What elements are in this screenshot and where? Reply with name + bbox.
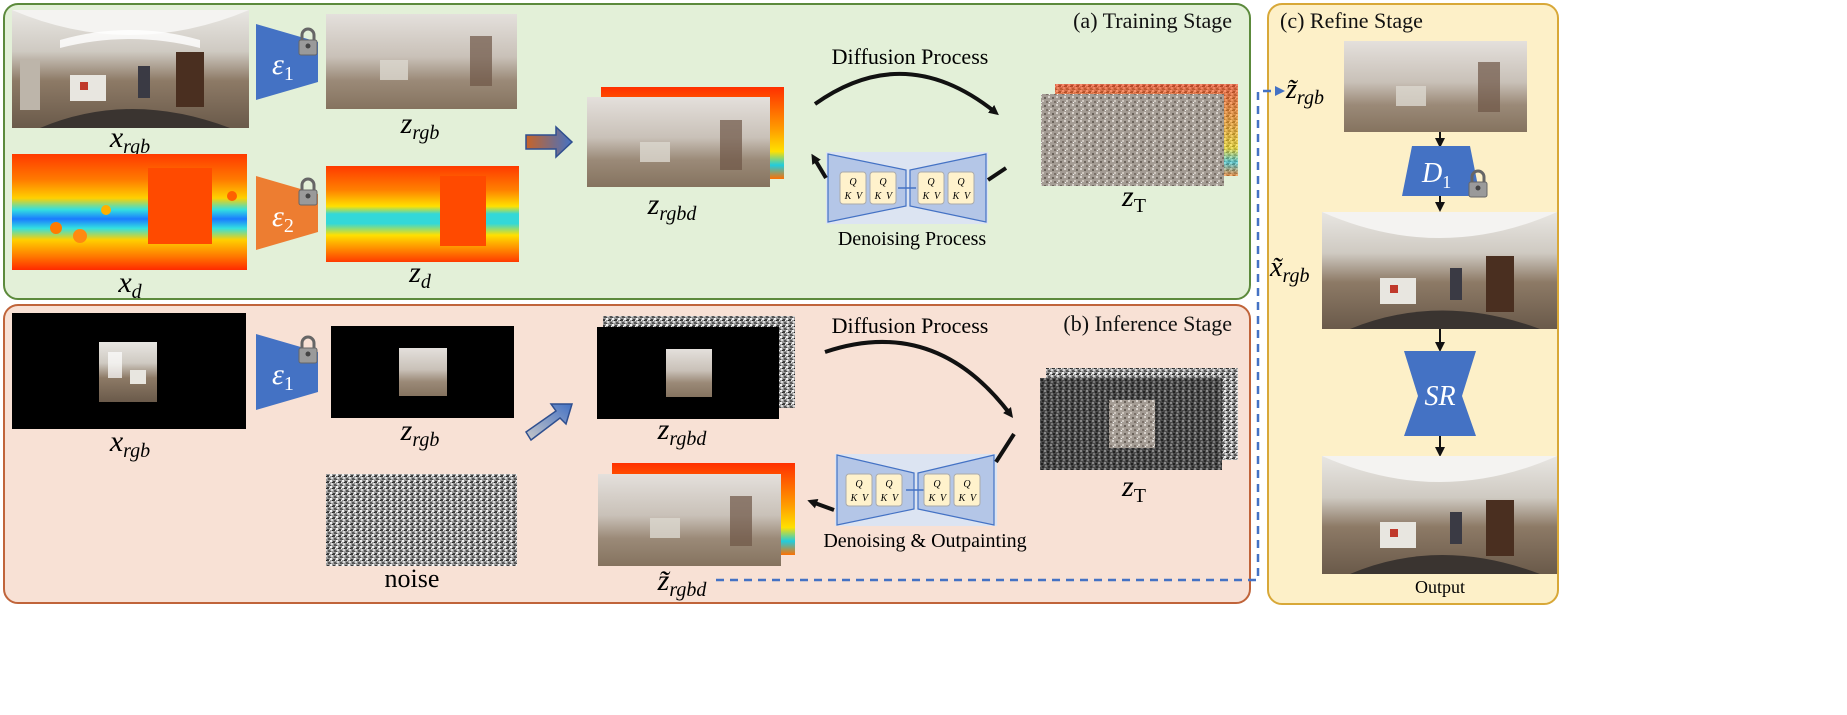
unet-attention-block: Q K V: [869, 171, 897, 205]
svg-text:K: K: [928, 493, 937, 504]
training-z-t-label: zT: [1121, 180, 1146, 217]
training-x-d-label: xd: [117, 266, 142, 303]
inference-x-rgb-masked: [12, 313, 246, 429]
inference-concat-arrow: [524, 403, 574, 442]
training-z-rgbd-rgb-layer: [587, 97, 770, 187]
refine-stage-title: (c) Refine Stage: [1280, 8, 1423, 33]
unet-attention-block: Q K V: [947, 171, 975, 205]
svg-text:K: K: [880, 493, 889, 504]
unet-attention-block: Q K V: [839, 171, 867, 205]
svg-text:Q: Q: [855, 479, 863, 490]
training-z-d-label: zd: [408, 256, 432, 293]
inference-diffusion-label: Diffusion Process: [832, 313, 989, 338]
svg-text:V: V: [856, 191, 864, 202]
training-z-rgb-blurred: [326, 14, 517, 109]
svg-text:K: K: [958, 493, 967, 504]
training-diffusion-label: Diffusion Process: [832, 44, 989, 69]
unet-attention-block: Q K V: [875, 473, 903, 507]
training-x-d-depth-map: [12, 154, 247, 270]
svg-text:V: V: [970, 493, 978, 504]
training-diffusion-arrow: [813, 71, 999, 116]
inference-z-rgbd-masked-layer: [597, 327, 779, 419]
training-z-t-noisy-latent: [1041, 94, 1224, 186]
inference-stage-title: (b) Inference Stage: [1063, 311, 1232, 336]
training-encoder-e1-label: ε1: [272, 48, 294, 85]
svg-text:Q: Q: [879, 177, 887, 188]
refine-xt-rgb-label: x̃rgb: [1269, 252, 1309, 287]
refine-sr-module: [1404, 351, 1476, 436]
svg-text:K: K: [874, 191, 883, 202]
inference-noise: [326, 474, 517, 566]
svg-text:V: V: [964, 191, 972, 202]
inference-diffusion-arrow: [824, 340, 1014, 418]
training-concat-arrow: [525, 125, 574, 159]
training-z-rgbd-label: zrgbd: [647, 188, 698, 225]
inference-encoder-e1-label: ε1: [272, 358, 294, 395]
training-encoder-e2-label: ε2: [272, 200, 294, 237]
inference-zt-rgbd-label: z̃rgbd: [657, 564, 708, 601]
inference-z-t-label: zT: [1121, 470, 1146, 507]
svg-text:Q: Q: [927, 177, 935, 188]
refine-decoded-panorama: [1322, 212, 1557, 329]
inference-z-rgb-label: zrgb: [400, 414, 440, 451]
refine-output-panorama: [1322, 456, 1557, 574]
inference-z-t-noisy-latent: [1040, 378, 1222, 470]
inference-zt-rgbd-rgb-layer: [598, 474, 781, 566]
refine-decoder-d1-label: D1: [1421, 158, 1451, 192]
training-denoising-label: Denoising Process: [838, 228, 987, 250]
refine-decoder-d1: [1402, 146, 1480, 196]
training-x-rgb-panorama: [12, 10, 249, 128]
training-denoising-arrow-right: [986, 166, 1008, 182]
training-z-d-depth-latent: [326, 166, 519, 262]
inference-x-rgb-label: xrgb: [109, 425, 150, 462]
inference-noise-label: noise: [385, 564, 440, 593]
svg-text:K: K: [952, 191, 961, 202]
svg-text:V: V: [892, 493, 900, 504]
svg-text:Q: Q: [849, 177, 857, 188]
inference-to-refine-dashed-link: [716, 86, 1285, 582]
svg-text:V: V: [886, 191, 894, 202]
svg-text:Q: Q: [963, 479, 971, 490]
refine-output-label: Output: [1415, 577, 1465, 597]
unet-attention-block: Q K V: [953, 473, 981, 507]
refine-input-latent: [1344, 41, 1527, 132]
training-x-rgb-label: xrgb: [109, 121, 150, 158]
svg-text:K: K: [844, 191, 853, 202]
inference-denoising-arrow-left: [807, 499, 835, 512]
training-denoising-arrow-left: [811, 153, 828, 180]
svg-text:V: V: [934, 191, 942, 202]
inference-denoising-arrow-right: [994, 432, 1016, 464]
unet-attention-block: Q K V: [845, 473, 873, 507]
training-stage-title: (a) Training Stage: [1073, 8, 1232, 33]
svg-text:V: V: [940, 493, 948, 504]
svg-text:Q: Q: [885, 479, 893, 490]
svg-text:Q: Q: [933, 479, 941, 490]
svg-text:K: K: [850, 493, 859, 504]
svg-text:K: K: [922, 191, 931, 202]
refine-sr-label: SR: [1424, 381, 1455, 412]
svg-text:Q: Q: [957, 177, 965, 188]
unet-attention-block: Q K V: [923, 473, 951, 507]
refine-input-label: z̃rgb: [1285, 74, 1324, 109]
svg-text:V: V: [862, 493, 870, 504]
inference-z-rgbd-label: zrgbd: [657, 413, 708, 450]
unet-attention-block: Q K V: [917, 171, 945, 205]
inference-denoising-label: Denoising & Outpainting: [823, 530, 1026, 552]
training-z-rgb-label: zrgb: [400, 107, 440, 144]
inference-z-rgb-masked: [331, 326, 514, 418]
